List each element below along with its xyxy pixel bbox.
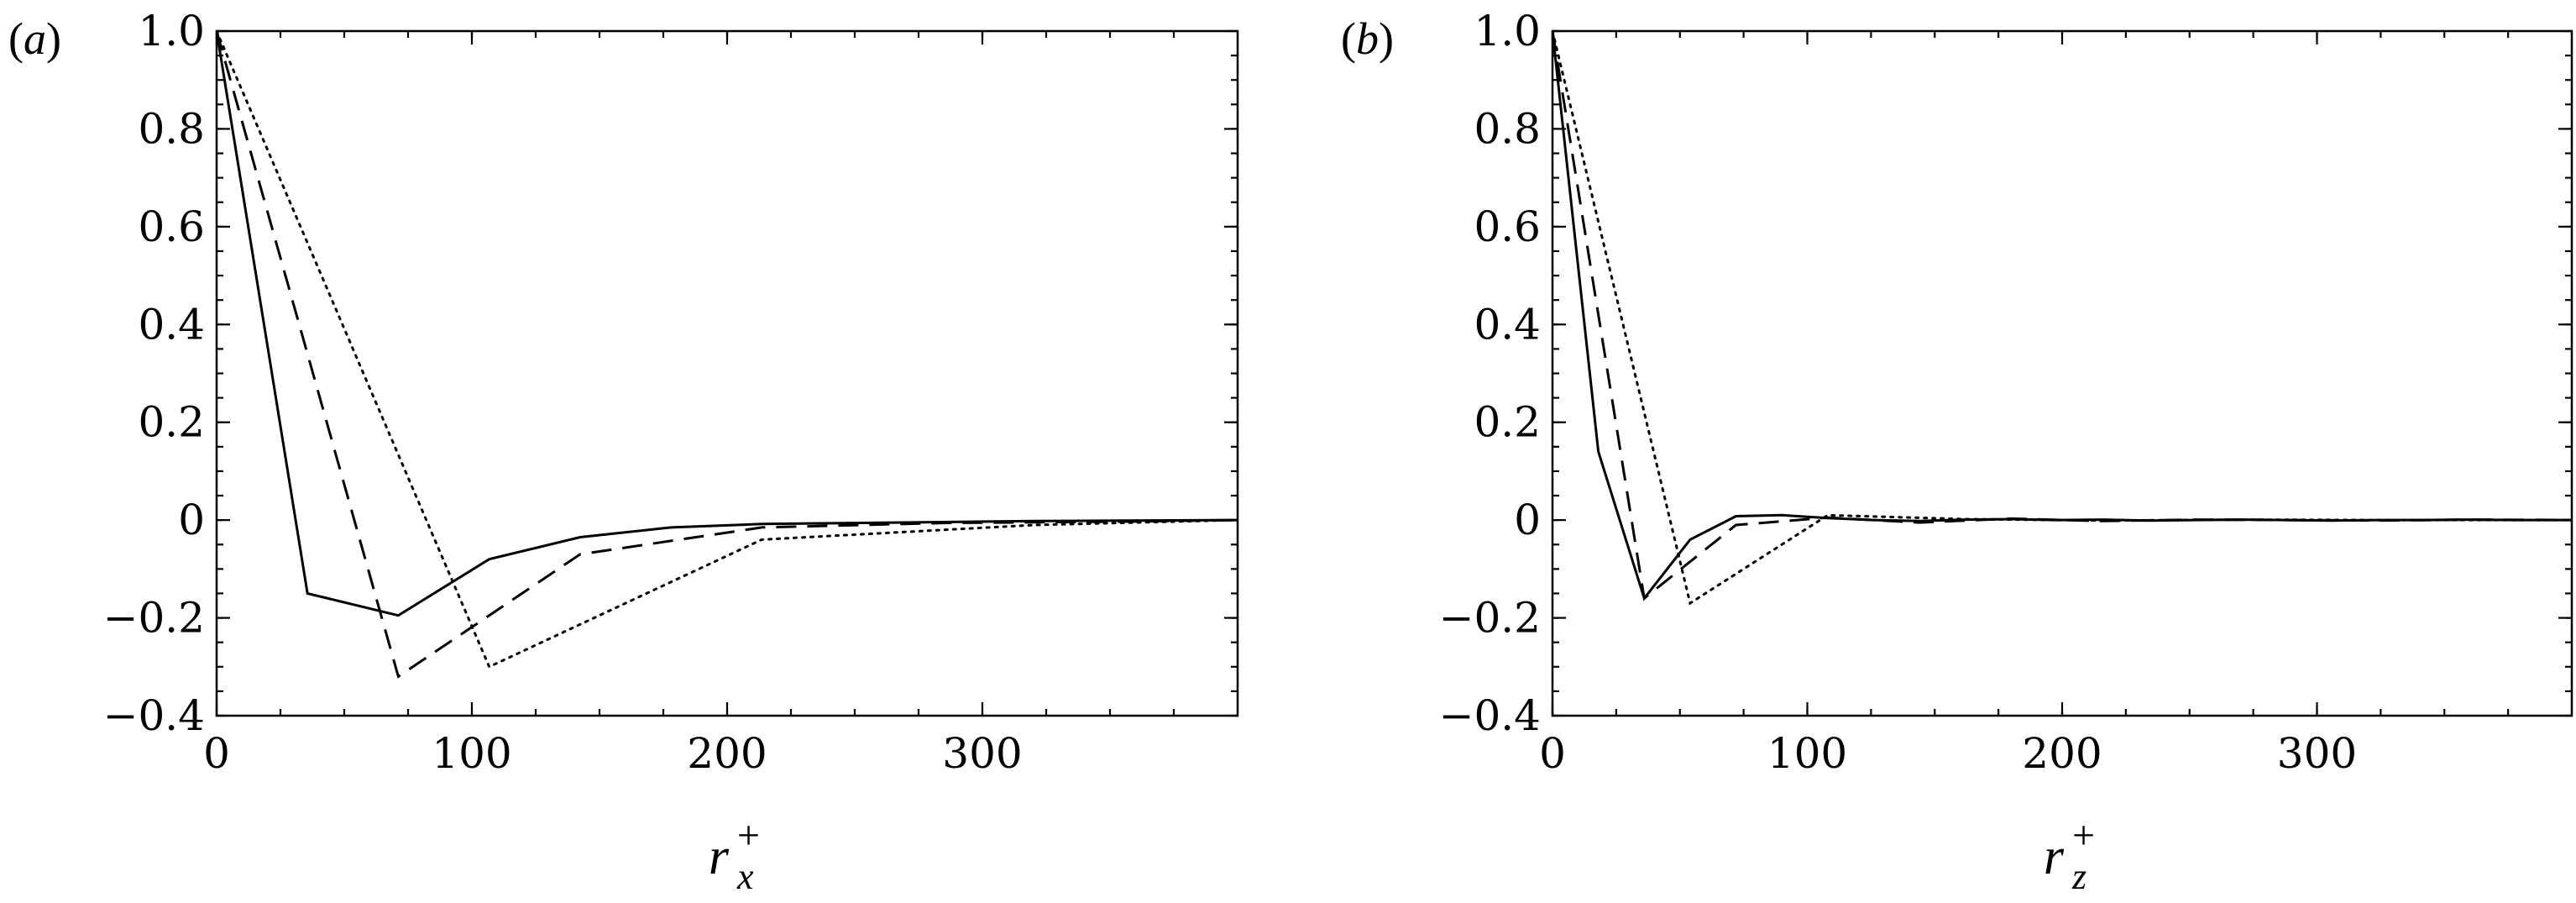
series-line-dotted bbox=[1552, 31, 2572, 606]
x-tick-label: 100 bbox=[432, 729, 511, 778]
x-axis-label-sup: + bbox=[2072, 813, 2095, 858]
y-tick-label: 0.6 bbox=[1474, 202, 1541, 251]
x-axis-label: r bbox=[2044, 828, 2065, 885]
x-axis-label-sup: + bbox=[737, 813, 760, 858]
series-line-solid bbox=[217, 31, 1238, 617]
series-line-dotted bbox=[217, 31, 1238, 669]
y-tick-label: −0.2 bbox=[1439, 594, 1541, 643]
y-tick-label: 0.2 bbox=[138, 398, 205, 447]
x-tick-label: 300 bbox=[2277, 729, 2357, 778]
y-tick-label: 0.8 bbox=[138, 104, 205, 153]
y-tick-label: 1.0 bbox=[1474, 7, 1541, 55]
x-axis-label-sub: z bbox=[2071, 856, 2086, 897]
chart-panel-a: −0.4 −0.2 0 0.2 0.4 0.6 0.8 1.0 0 100 200 300 (a) r x+ bbox=[8, 7, 1239, 897]
series-line-dashed bbox=[1552, 31, 2572, 601]
y-tick-label: 0.4 bbox=[138, 300, 205, 349]
x-axis-label: r bbox=[709, 828, 730, 885]
series-group bbox=[217, 31, 1238, 679]
series-group bbox=[1552, 31, 2572, 606]
y-tick-label: 0.6 bbox=[138, 202, 205, 251]
y-tick-label: 0.4 bbox=[1474, 300, 1541, 349]
x-tick-label: 0 bbox=[1539, 729, 1566, 778]
y-tick-label: −0.4 bbox=[1439, 691, 1541, 740]
chart-panel-b: −0.4 −0.2 0 0.2 0.4 0.6 0.8 1.0 0 100 200 300 (b) r z+ bbox=[1341, 7, 2573, 897]
y-tick-label: 0 bbox=[178, 496, 205, 544]
y-tick-label: 0.2 bbox=[1474, 398, 1541, 447]
y-tick-label: 0 bbox=[1514, 496, 1541, 544]
y-tick-label: −0.4 bbox=[103, 691, 205, 740]
x-tick-label: 200 bbox=[2022, 729, 2102, 778]
plot-frame bbox=[215, 29, 1239, 717]
series-line-solid bbox=[1552, 31, 2572, 601]
plot-frame bbox=[1551, 29, 2573, 717]
x-tick-label: 200 bbox=[687, 729, 767, 778]
series-line-dashed bbox=[217, 31, 1238, 679]
panel-label: (a) bbox=[8, 13, 61, 64]
y-tick-label: 0.8 bbox=[1474, 104, 1541, 153]
x-tick-label: 300 bbox=[942, 729, 1022, 778]
y-tick-label: 1.0 bbox=[138, 7, 205, 55]
y-tick-label: −0.2 bbox=[103, 594, 205, 643]
panel-label: (b) bbox=[1341, 13, 1394, 64]
x-tick-label: 0 bbox=[203, 729, 230, 778]
x-tick-label: 100 bbox=[1767, 729, 1847, 778]
x-axis-label-sub: x bbox=[736, 856, 754, 897]
